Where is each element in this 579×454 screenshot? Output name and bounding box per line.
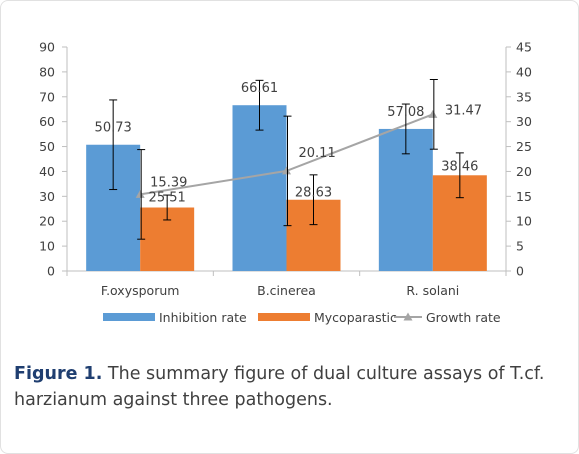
legend-mycoparastic-label: Mycoparastic [314, 310, 397, 325]
legend-inhibition-rate-swatch [103, 313, 155, 321]
y2-tick-label: 20 [516, 164, 532, 179]
caption-label: Figure 1. [14, 364, 103, 384]
figure-caption: Figure 1. The summary figure of dual cul… [14, 361, 562, 413]
growth-rate-line [135, 109, 438, 198]
y2-tick-label: 35 [516, 89, 532, 104]
error-bars [109, 79, 464, 240]
data-labels: 50.73 66.61 57.08 25.51 28.63 38.46 15.39 20.11… [95, 81, 482, 205]
y-tick-label: 20 [39, 214, 55, 229]
y2-tick-label: 10 [516, 214, 532, 229]
x-tick-label: F.oxysporum [101, 283, 180, 298]
y2-tick-label: 25 [516, 139, 532, 154]
growth-rate-marker [135, 189, 145, 198]
inhibition-rate-label: 57.08 [387, 105, 424, 120]
chart: 0 10 20 30 40 50 60 70 80 90 0 5 10 15 20 25 30 35 40 45 F.o… [39, 40, 532, 326]
y2-tick-label: 15 [516, 189, 532, 204]
inhibition-rate-label: 66.61 [241, 81, 278, 96]
growth-rate-label: 15.39 [150, 175, 187, 190]
chart-legend: Inhibition rate Mycoparastic Growth rate [103, 310, 501, 325]
legend-growth-rate-marker [403, 312, 413, 321]
x-tick-label: B.cinerea [257, 283, 316, 298]
y-tick-label: 40 [39, 164, 55, 179]
inhibition-rate-bar [232, 105, 287, 271]
y2-tick-label: 0 [516, 264, 524, 279]
growth-rate-label: 20.11 [299, 146, 336, 161]
y-tick-label: 30 [39, 189, 55, 204]
y-tick-label: 60 [39, 114, 55, 129]
x-tick-label: R. solani [406, 283, 459, 298]
growth-rate-label: 31.47 [445, 103, 482, 118]
mycoparastic-label: 38.46 [441, 159, 478, 174]
y-tick-label: 50 [39, 139, 55, 154]
chart-bars [86, 105, 487, 271]
legend-inhibition-rate-label: Inhibition rate [159, 310, 247, 325]
chart-axes: 0 10 20 30 40 50 60 70 80 90 0 5 10 15 20 25 30 35 40 45 F.o… [39, 40, 532, 299]
y2-tick-label: 30 [516, 114, 532, 129]
y-tick-label: 70 [39, 89, 55, 104]
y-tick-label: 90 [39, 40, 55, 55]
legend-growth-rate-label: Growth rate [426, 310, 501, 325]
y-tick-label: 10 [39, 239, 55, 254]
mycoparastic-label: 28.63 [295, 186, 332, 201]
y-tick-label: 0 [47, 264, 55, 279]
caption-text: The summary figure of dual culture assay… [14, 364, 545, 410]
growth-rate-marker [428, 109, 438, 118]
growth-rate-marker [282, 166, 291, 175]
inhibition-rate-label: 50.73 [95, 121, 132, 136]
legend-mycoparastic-swatch [258, 313, 310, 321]
mycoparastic-label: 25.51 [149, 191, 186, 206]
y2-tick-label: 40 [516, 64, 532, 79]
y2-tick-label: 45 [516, 40, 532, 55]
y2-tick-label: 5 [516, 239, 524, 254]
y-tick-label: 80 [39, 64, 55, 79]
